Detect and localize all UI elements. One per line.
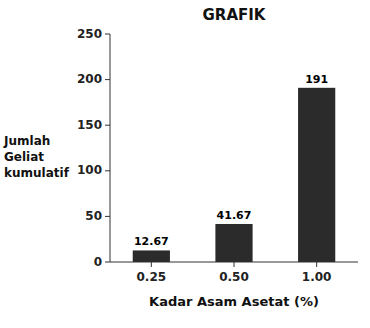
x-tick xyxy=(234,262,235,267)
x-tick-label: 1.00 xyxy=(302,270,332,284)
y-tick xyxy=(105,79,110,80)
y-tick xyxy=(105,262,110,263)
y-axis-label: Jumlah xyxy=(3,134,50,148)
x-tick-label: 0.25 xyxy=(137,270,167,284)
y-tick xyxy=(105,125,110,126)
bar xyxy=(215,224,252,262)
data-label: 41.67 xyxy=(217,209,252,222)
data-label: 12.67 xyxy=(134,235,169,248)
y-tick-label: 150 xyxy=(77,118,102,132)
x-axis xyxy=(110,262,358,263)
y-tick xyxy=(105,170,110,171)
bar xyxy=(298,88,335,262)
y-axis-label: Geliat xyxy=(4,150,44,164)
chart-container: 0 50 100 150 200 250 12.67 0.25 41.67 0.50 191 1.00… xyxy=(0,0,370,328)
chart: 0 50 100 150 200 250 12.67 0.25 41.67 0.50 191 1.00… xyxy=(0,0,370,328)
y-tick-label: 50 xyxy=(85,209,102,223)
y-tick xyxy=(105,34,110,35)
y-axis-label: kumulatif xyxy=(4,166,70,180)
x-axis-label: Kadar Asam Asetat (%) xyxy=(149,294,319,309)
x-tick xyxy=(151,262,152,267)
bar xyxy=(133,250,170,262)
x-tick xyxy=(316,262,317,267)
y-tick-label: 250 xyxy=(77,27,102,41)
x-tick-label: 0.50 xyxy=(219,270,249,284)
y-tick xyxy=(105,216,110,217)
title: GRAFIK xyxy=(203,6,267,24)
bars xyxy=(133,88,336,262)
y-tick-label: 200 xyxy=(77,72,102,86)
data-label: 191 xyxy=(305,73,328,86)
y-tick-label: 0 xyxy=(94,255,102,269)
y-tick-label: 100 xyxy=(77,163,102,177)
y-axis xyxy=(110,34,111,262)
